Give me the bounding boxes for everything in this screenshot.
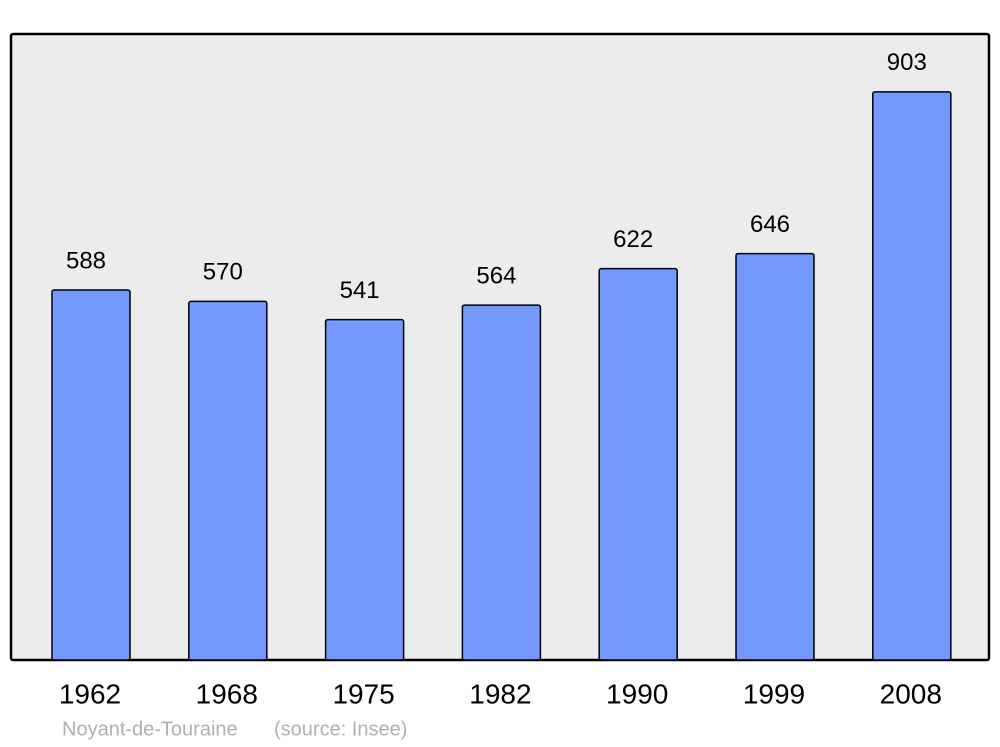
x-tick-label: 1982	[469, 678, 531, 709]
bar	[324, 318, 405, 661]
x-tick-label: 1968	[196, 678, 258, 709]
value-label: 564	[476, 263, 516, 290]
value-label: 903	[887, 49, 927, 76]
x-tick-label: 1962	[59, 678, 121, 709]
bar	[461, 304, 542, 661]
bar	[598, 267, 678, 661]
value-label: 570	[203, 259, 243, 286]
bar	[735, 252, 815, 661]
x-tick-label: 1999	[743, 678, 805, 709]
caption: Noyant-de-Touraine	[62, 718, 238, 740]
x-tick-label: 1975	[332, 678, 394, 709]
value-label: 646	[750, 211, 790, 238]
value-label: 588	[66, 247, 106, 274]
value-label: 622	[613, 226, 653, 253]
x-tick-label: 2008	[880, 678, 942, 709]
source: (source: Insee)	[274, 718, 407, 740]
bar	[188, 300, 268, 661]
bar	[872, 91, 952, 661]
value-label: 541	[340, 277, 380, 304]
x-tick-label: 1990	[606, 678, 668, 709]
bar	[51, 289, 131, 661]
